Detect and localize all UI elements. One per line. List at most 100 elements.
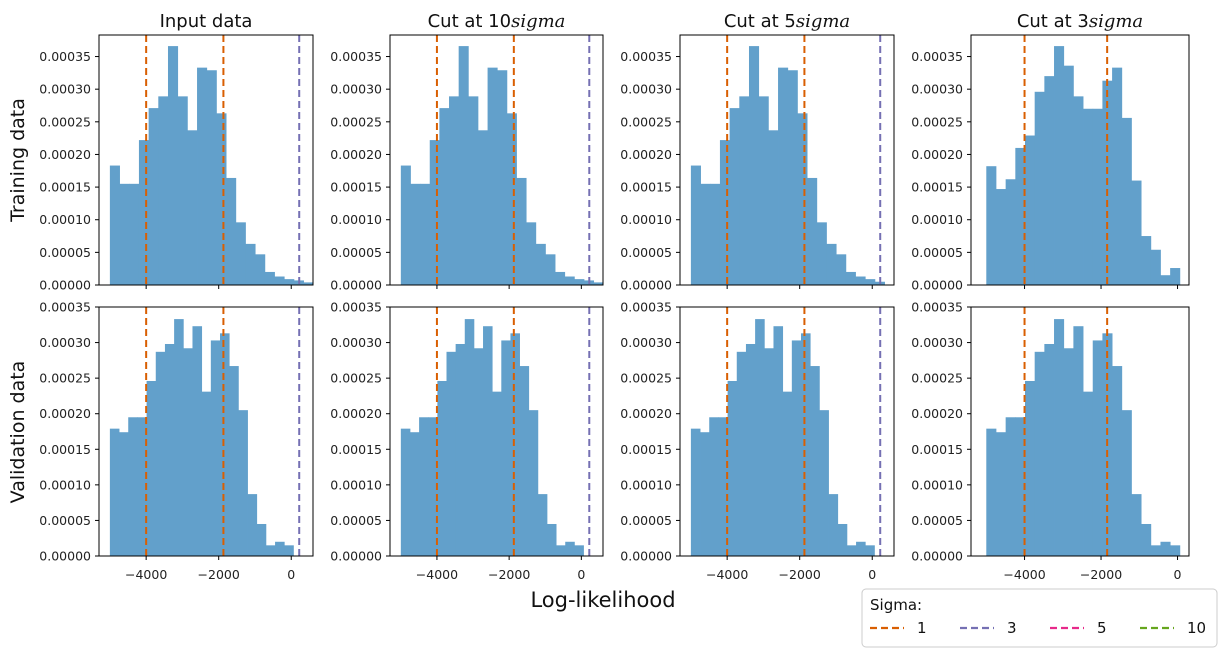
histogram-bar xyxy=(995,189,1007,285)
histogram-bar xyxy=(1121,117,1132,285)
histogram-bars xyxy=(690,46,885,285)
y-tick-label: 0.00035 xyxy=(911,49,963,64)
histogram-bar xyxy=(468,96,479,285)
y-tick-label: 0.00010 xyxy=(39,212,91,227)
y-tick-label: 0.00025 xyxy=(330,114,382,129)
histogram-bar xyxy=(837,523,848,556)
y-tick-label: 0.00035 xyxy=(620,49,672,64)
x-ticks: −4000 −2000 0 xyxy=(125,556,295,582)
y-tick-label: 0.00005 xyxy=(620,245,672,260)
y-tick-label: 0.00020 xyxy=(911,147,963,162)
y-tick-label: 0.00030 xyxy=(330,82,382,97)
legend-label: 1 xyxy=(917,619,927,637)
histogram-bar xyxy=(764,348,774,556)
axes-frame xyxy=(970,34,1190,286)
column-title-cut-at-10sigma: Cut at 10sigma xyxy=(428,11,566,32)
y-tick-label: 0.00020 xyxy=(911,406,963,421)
column-title-text: Input data xyxy=(160,11,253,32)
x-tick-label: 0 xyxy=(287,567,295,582)
y-tick-label: 0.00020 xyxy=(39,406,91,421)
y-ticks: 0.00000 0.00005 0.00010 0.00015 0.00020 0.000… xyxy=(330,49,390,293)
histogram-bar xyxy=(129,183,140,285)
histogram-bar xyxy=(690,428,701,556)
histogram-bar xyxy=(429,140,440,285)
histogram-bar xyxy=(187,130,198,285)
axes-frame xyxy=(679,34,895,286)
histogram-bar xyxy=(446,351,457,556)
y-tick-label: 0.00005 xyxy=(330,513,382,528)
histogram-bar xyxy=(419,417,429,556)
y-ticks: 0.00000 0.00005 0.00010 0.00015 0.00020 0.000… xyxy=(330,300,390,564)
histogram-bar xyxy=(428,417,438,556)
histogram-bar xyxy=(719,140,731,285)
histogram-bar xyxy=(865,279,876,285)
histogram-bar xyxy=(1150,545,1161,556)
legend-title: Sigma: xyxy=(870,596,922,614)
y-tick-label: 0.00000 xyxy=(330,278,382,293)
axes-frame xyxy=(679,306,895,557)
histogram-bar xyxy=(119,432,129,556)
histogram-bar xyxy=(555,271,566,285)
y-tick-label: 0.00020 xyxy=(330,406,382,421)
histogram-bar xyxy=(177,96,188,285)
y-tick-label: 0.00010 xyxy=(330,477,382,492)
histogram-bar xyxy=(1112,366,1123,556)
histogram-bar xyxy=(727,380,738,556)
histogram-bar xyxy=(1170,268,1181,285)
histogram-bar xyxy=(265,545,276,556)
column-title-cut-at-5sigma: Cut at 5sigma xyxy=(724,11,850,32)
histogram-bar xyxy=(1092,340,1103,556)
column-titles: Input data Cut at 10sigma Cut at 5sigma Cut… xyxy=(160,11,1144,32)
y-tick-label: 0.00010 xyxy=(620,477,672,492)
y-tick-label: 0.00020 xyxy=(620,406,672,421)
panel-training-data-cut-at-3sigma: 0.00000 0.00005 0.00010 0.00015 0.00020 0.000… xyxy=(911,34,1190,293)
y-tick-label: 0.00025 xyxy=(911,114,963,129)
histogram-bar xyxy=(148,108,159,285)
histogram-bar xyxy=(1160,541,1171,556)
x-ticks xyxy=(145,285,292,289)
histogram-bar xyxy=(400,428,411,556)
histogram-bar xyxy=(284,279,295,285)
y-tick-label: 0.00000 xyxy=(911,278,963,293)
histogram-bar xyxy=(256,523,267,556)
panel-validation-data-cut-at-10sigma: 0.00000 0.00005 0.00010 0.00015 0.00020 0.000… xyxy=(330,300,604,582)
histogram-bar xyxy=(400,165,411,285)
y-tick-label: 0.00010 xyxy=(330,212,382,227)
histogram-bar xyxy=(729,108,740,285)
histogram-bar xyxy=(1015,147,1026,285)
panel-training-data-cut-at-5sigma: 0.00000 0.00005 0.00010 0.00015 0.00020 0.000… xyxy=(620,34,895,293)
histogram-bar xyxy=(718,417,728,556)
y-tick-label: 0.00030 xyxy=(620,82,672,97)
histogram-bar xyxy=(546,523,557,556)
x-tick-label: 0 xyxy=(868,567,876,582)
y-tick-label: 0.00035 xyxy=(39,49,91,64)
y-tick-label: 0.00035 xyxy=(330,300,382,315)
histogram-bars xyxy=(109,319,294,556)
histogram-bar xyxy=(510,333,520,556)
y-tick-label: 0.00030 xyxy=(911,82,963,97)
x-tick-label: −4000 xyxy=(1003,567,1045,582)
histogram-bar xyxy=(739,96,750,285)
histogram-bar xyxy=(201,391,212,556)
histogram-bar xyxy=(158,96,169,285)
histogram-bar xyxy=(836,254,847,285)
histogram-bar xyxy=(501,340,511,556)
legend-label: 5 xyxy=(1097,619,1107,637)
y-ticks: 0.00000 0.00005 0.00010 0.00015 0.00020 0.000… xyxy=(39,300,99,564)
panel-training-data-input-data: 0.00000 0.00005 0.00010 0.00015 0.00020 0.000… xyxy=(39,34,314,293)
histogram-bar xyxy=(1063,348,1074,556)
histogram-bar xyxy=(164,343,175,556)
histogram-bar xyxy=(206,70,217,285)
x-tick-label: −4000 xyxy=(706,567,748,582)
legend-entry-sigma-1: 1 xyxy=(870,619,927,637)
histogram-bar xyxy=(497,70,508,285)
row-label-validation: Validation data xyxy=(7,361,29,504)
legend-entry-sigma-3: 3 xyxy=(960,619,1017,637)
histogram-bar xyxy=(1054,46,1065,285)
y-tick-label: 0.00015 xyxy=(330,442,382,457)
legend-entry-sigma-5: 5 xyxy=(1050,619,1107,637)
column-title-sigma: sigma xyxy=(1089,11,1143,32)
y-tick-label: 0.00035 xyxy=(39,300,91,315)
y-tick-label: 0.00005 xyxy=(911,513,963,528)
histogram-bar xyxy=(183,348,193,556)
